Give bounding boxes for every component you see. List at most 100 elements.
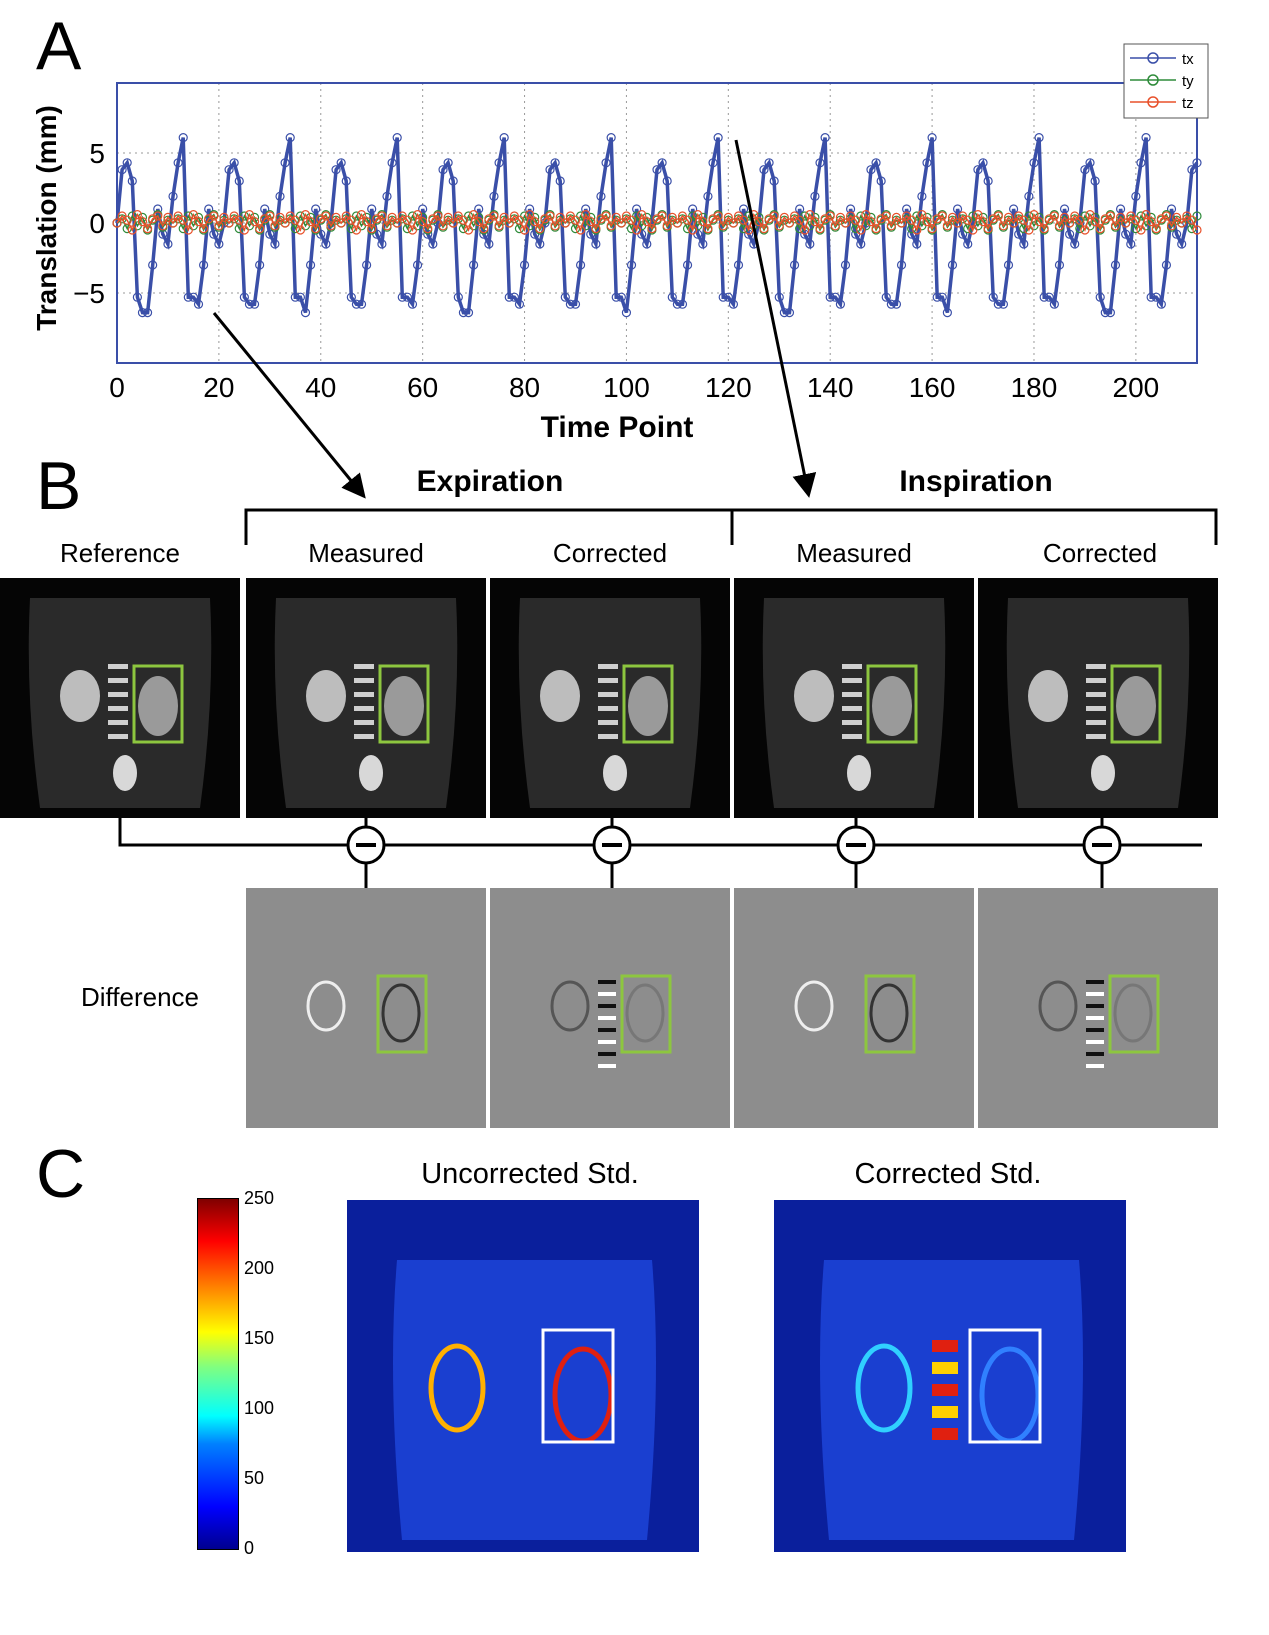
body-silhouette (28, 598, 212, 808)
tz-point (1085, 210, 1095, 220)
left-kidney (794, 670, 834, 722)
tx-point (845, 204, 856, 214)
tz-point (377, 211, 387, 221)
tz-point (1100, 214, 1110, 224)
tx-point (784, 308, 795, 318)
expiration-title: Expiration (416, 465, 564, 498)
tx-point (1014, 229, 1024, 239)
tx-point (1039, 292, 1049, 302)
tz-point (351, 225, 362, 235)
tx-point (1034, 133, 1044, 143)
body-silhouette (1006, 598, 1190, 808)
ty-point (1172, 215, 1182, 225)
ty-point (779, 215, 789, 225)
panel-label-b: B (36, 448, 82, 524)
tz-point (581, 210, 591, 220)
tx-point (1187, 165, 1197, 175)
tz-point (810, 217, 820, 227)
tx-point (1151, 292, 1161, 302)
vertebra-heat (932, 1384, 958, 1396)
roi-box (864, 974, 916, 1054)
ty-point (555, 215, 565, 225)
kidney-heat (428, 1343, 486, 1433)
tz-point (300, 210, 311, 220)
vertebra (1086, 678, 1106, 683)
vertebra-edge (598, 1028, 616, 1032)
inspiration-title: Inspiration (899, 465, 1053, 498)
roi-box (622, 664, 674, 744)
tx-point (122, 158, 132, 168)
tx-point (932, 292, 942, 302)
tx-point (234, 176, 244, 186)
tx-point (550, 158, 560, 168)
tz-point (443, 212, 453, 222)
ty-point (723, 215, 733, 225)
bladder (847, 755, 871, 791)
tz-point (784, 218, 795, 228)
tz-point (1059, 212, 1070, 222)
tz-point (815, 224, 825, 234)
tx-point (616, 292, 626, 302)
tz-point (382, 221, 392, 231)
tx-point (942, 308, 952, 318)
tx-point (1065, 229, 1075, 239)
tz-point (249, 217, 260, 227)
tz-point (1065, 218, 1075, 228)
x-tick-label: 180 (1011, 372, 1058, 403)
tx-legend-label: tx (1182, 51, 1194, 68)
tz-point (907, 215, 917, 225)
tz-point (326, 221, 336, 231)
tz-point (830, 221, 840, 231)
tz-point (820, 214, 830, 224)
tx-point (570, 299, 581, 309)
tz-point (122, 215, 132, 225)
ty-point (1003, 215, 1014, 225)
tz-point (632, 225, 642, 235)
tz-point (723, 212, 733, 222)
tx-point (535, 239, 545, 249)
tx-point (698, 239, 708, 249)
tz-point (112, 218, 122, 228)
tz-point (1049, 211, 1059, 221)
tz-point (942, 221, 952, 231)
ty-legend-label: ty (1182, 73, 1194, 90)
tx-point (1054, 260, 1065, 270)
mri-reference (0, 578, 240, 818)
tx-point (805, 239, 815, 249)
tz-point (209, 211, 219, 221)
tx-point (285, 133, 295, 143)
tx-point (789, 260, 800, 270)
vertebra (842, 706, 862, 711)
vertebra (1086, 664, 1106, 669)
roi-box (132, 664, 184, 744)
tx-point (713, 133, 723, 143)
tx-point (988, 292, 998, 302)
tz-point (305, 217, 316, 227)
vertebra-edge (1086, 1028, 1104, 1032)
tx-point (728, 299, 739, 309)
tz-point (937, 211, 947, 221)
corrected-label-expiration: Corrected (552, 538, 668, 568)
tx-point (708, 158, 718, 168)
tz-point (545, 211, 555, 221)
tx-point (937, 292, 947, 302)
tx-point (657, 158, 667, 168)
tz-point (672, 218, 682, 228)
tz-point (474, 217, 484, 227)
tz-point (993, 211, 1003, 221)
tx-point (387, 158, 397, 168)
vertebra-edge (1086, 980, 1104, 984)
tx-point (163, 239, 173, 249)
tx-point (519, 260, 530, 270)
tz-point (270, 221, 280, 231)
vertebra-edge (598, 1064, 616, 1068)
tx-point (830, 292, 840, 302)
tx-point (682, 260, 693, 270)
tx-point (581, 204, 591, 214)
tx-point (958, 229, 968, 239)
bladder (603, 755, 627, 791)
tz-point (290, 215, 300, 225)
tx-point (672, 299, 682, 309)
tx-point (621, 308, 632, 318)
tx-point (280, 158, 290, 168)
